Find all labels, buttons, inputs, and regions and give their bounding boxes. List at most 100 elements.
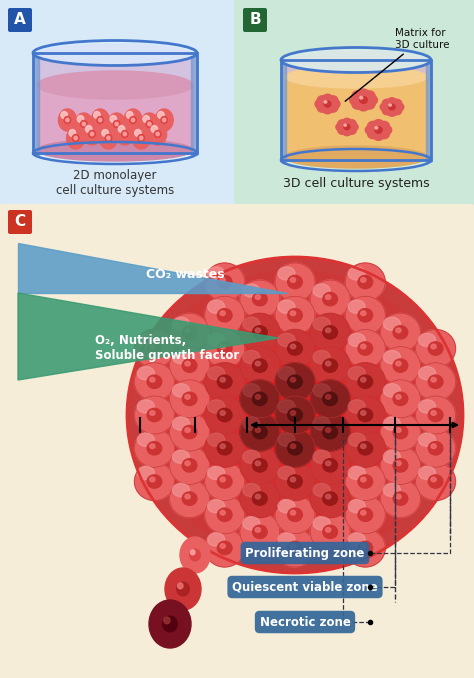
Ellipse shape bbox=[275, 363, 315, 401]
Ellipse shape bbox=[361, 544, 366, 549]
Ellipse shape bbox=[185, 328, 190, 333]
Ellipse shape bbox=[173, 317, 190, 330]
Ellipse shape bbox=[396, 395, 401, 399]
Ellipse shape bbox=[105, 134, 112, 142]
Ellipse shape bbox=[348, 300, 365, 313]
Ellipse shape bbox=[358, 375, 373, 388]
Ellipse shape bbox=[165, 568, 201, 610]
Ellipse shape bbox=[360, 96, 363, 99]
Ellipse shape bbox=[396, 461, 401, 466]
Ellipse shape bbox=[140, 113, 158, 135]
Ellipse shape bbox=[185, 361, 190, 366]
Ellipse shape bbox=[380, 103, 390, 111]
Ellipse shape bbox=[358, 408, 373, 422]
Ellipse shape bbox=[33, 41, 197, 66]
Ellipse shape bbox=[288, 508, 302, 521]
Ellipse shape bbox=[392, 106, 402, 115]
Ellipse shape bbox=[291, 444, 296, 449]
Ellipse shape bbox=[428, 342, 443, 355]
Ellipse shape bbox=[218, 508, 232, 521]
Ellipse shape bbox=[208, 533, 225, 546]
Ellipse shape bbox=[58, 109, 76, 131]
Ellipse shape bbox=[124, 109, 142, 131]
Ellipse shape bbox=[150, 477, 155, 482]
Ellipse shape bbox=[313, 483, 330, 497]
Ellipse shape bbox=[291, 477, 296, 482]
Ellipse shape bbox=[419, 400, 436, 413]
Ellipse shape bbox=[310, 346, 350, 384]
Ellipse shape bbox=[291, 544, 296, 549]
Ellipse shape bbox=[373, 120, 384, 129]
Ellipse shape bbox=[278, 533, 295, 546]
Ellipse shape bbox=[218, 342, 232, 355]
Ellipse shape bbox=[147, 408, 162, 422]
Ellipse shape bbox=[313, 450, 330, 464]
Ellipse shape bbox=[208, 267, 225, 280]
Ellipse shape bbox=[381, 446, 420, 484]
Ellipse shape bbox=[347, 127, 356, 134]
Ellipse shape bbox=[346, 429, 385, 467]
Ellipse shape bbox=[346, 363, 385, 401]
Ellipse shape bbox=[416, 462, 456, 500]
Ellipse shape bbox=[313, 384, 330, 397]
Ellipse shape bbox=[344, 124, 350, 129]
Ellipse shape bbox=[275, 296, 315, 334]
Ellipse shape bbox=[37, 44, 193, 66]
Ellipse shape bbox=[348, 433, 365, 446]
Ellipse shape bbox=[205, 363, 245, 401]
Ellipse shape bbox=[419, 466, 436, 479]
Ellipse shape bbox=[255, 361, 261, 366]
Polygon shape bbox=[281, 60, 286, 162]
Polygon shape bbox=[285, 77, 427, 157]
Ellipse shape bbox=[368, 121, 378, 131]
Ellipse shape bbox=[138, 134, 145, 142]
Ellipse shape bbox=[140, 136, 143, 140]
Ellipse shape bbox=[428, 408, 443, 422]
Ellipse shape bbox=[205, 296, 245, 334]
Ellipse shape bbox=[310, 413, 350, 451]
Ellipse shape bbox=[428, 475, 443, 488]
Ellipse shape bbox=[310, 446, 350, 484]
Ellipse shape bbox=[67, 127, 85, 149]
Ellipse shape bbox=[183, 310, 407, 520]
Ellipse shape bbox=[310, 513, 350, 551]
Ellipse shape bbox=[225, 349, 365, 481]
Ellipse shape bbox=[132, 127, 150, 149]
Ellipse shape bbox=[123, 132, 127, 136]
Ellipse shape bbox=[150, 378, 155, 382]
Ellipse shape bbox=[381, 380, 420, 418]
Ellipse shape bbox=[336, 123, 345, 131]
FancyBboxPatch shape bbox=[234, 0, 474, 207]
Ellipse shape bbox=[74, 136, 77, 140]
Ellipse shape bbox=[285, 66, 427, 88]
Ellipse shape bbox=[347, 120, 356, 127]
Text: A: A bbox=[14, 12, 26, 28]
Ellipse shape bbox=[208, 500, 225, 513]
Ellipse shape bbox=[313, 417, 330, 431]
Ellipse shape bbox=[393, 359, 408, 372]
Ellipse shape bbox=[170, 346, 210, 384]
Ellipse shape bbox=[431, 411, 436, 416]
Ellipse shape bbox=[37, 71, 193, 99]
Ellipse shape bbox=[361, 511, 366, 515]
Ellipse shape bbox=[360, 97, 367, 103]
Ellipse shape bbox=[170, 479, 210, 517]
Ellipse shape bbox=[97, 117, 103, 123]
Ellipse shape bbox=[135, 129, 141, 136]
Polygon shape bbox=[281, 62, 431, 157]
Ellipse shape bbox=[393, 325, 408, 339]
Ellipse shape bbox=[218, 308, 232, 322]
Ellipse shape bbox=[163, 616, 177, 632]
Ellipse shape bbox=[387, 98, 397, 106]
Ellipse shape bbox=[349, 123, 358, 131]
Ellipse shape bbox=[326, 361, 331, 366]
Ellipse shape bbox=[288, 308, 302, 322]
Ellipse shape bbox=[419, 433, 436, 446]
Ellipse shape bbox=[381, 413, 420, 451]
Ellipse shape bbox=[208, 334, 225, 346]
Ellipse shape bbox=[288, 541, 302, 555]
Ellipse shape bbox=[185, 494, 190, 499]
Text: Necrotic zone: Necrotic zone bbox=[260, 616, 350, 629]
Ellipse shape bbox=[346, 396, 385, 434]
Ellipse shape bbox=[190, 549, 200, 561]
